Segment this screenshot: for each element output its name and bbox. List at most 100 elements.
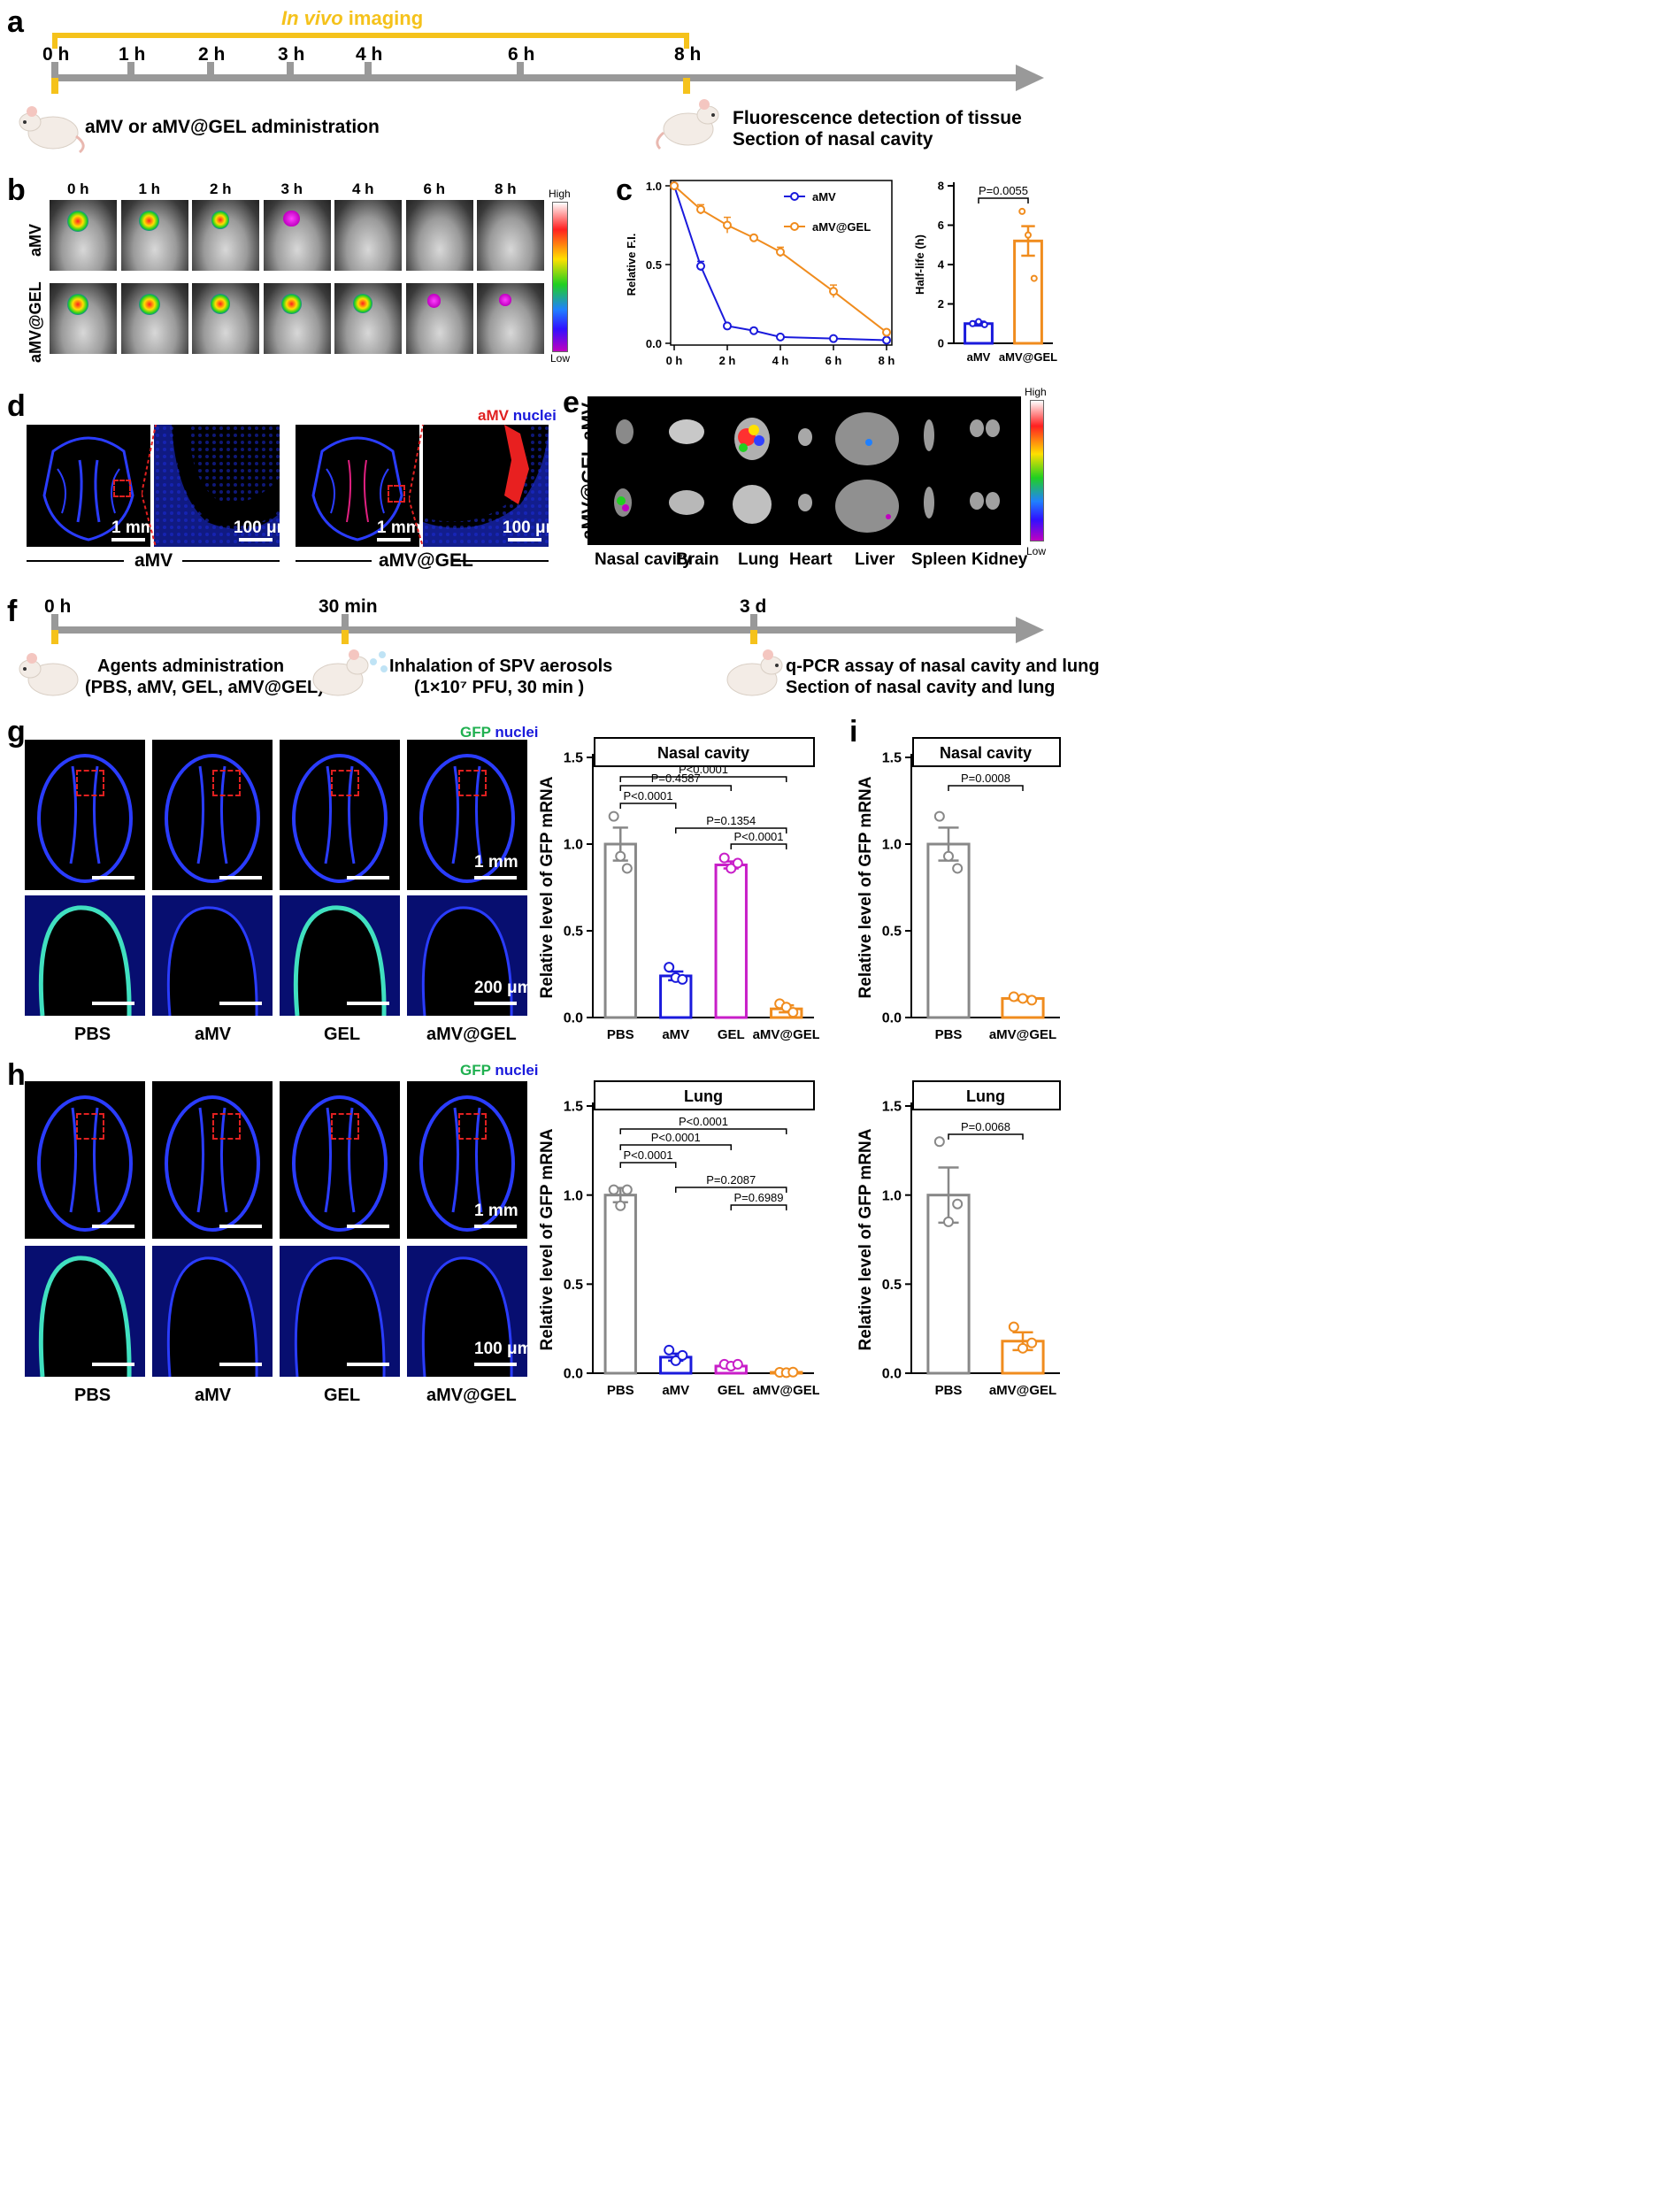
chart-title-box — [594, 1080, 815, 1110]
panel-h-letter: h — [7, 1058, 26, 1092]
replicate-point — [780, 1002, 792, 1013]
data-point — [749, 326, 758, 335]
h-group-gel: GEL — [324, 1386, 361, 1405]
d-amv-zoom: 100 μm — [154, 425, 280, 547]
f-caption-section: Section of nasal cavity and lung — [786, 678, 1056, 697]
timepoint-3h: 3 h — [278, 44, 305, 65]
replicate-point — [1017, 993, 1028, 1004]
x-tick-label: GEL — [718, 1027, 745, 1042]
replicate-point — [943, 1216, 954, 1227]
panel-a-letter: a — [7, 5, 24, 39]
g-group-pbs: PBS — [74, 1025, 111, 1044]
bar-GEL — [714, 864, 748, 1019]
replicate-point — [969, 319, 977, 327]
replicate-point — [615, 850, 626, 862]
y-tick-label: 0.5 — [564, 1278, 583, 1293]
x-tick-label: GEL — [718, 1383, 745, 1398]
y-tick-label: 2 — [938, 297, 944, 311]
comparison-bracket — [675, 1187, 787, 1193]
replicate-point — [787, 1007, 799, 1018]
timeline-f — [51, 614, 1044, 644]
h-lung-bar-chart: 0.0 0.5 1.0 1.5 Relative level of GFP mRNA Lu… — [538, 1080, 819, 1398]
e-colorbar-high: High — [1025, 386, 1047, 398]
x-tick-label: aMV — [662, 1027, 689, 1042]
b-timepoint-label: 6 h — [423, 180, 446, 197]
data-point — [723, 220, 732, 230]
b-ivis-image — [50, 200, 117, 271]
bar-PBS — [926, 842, 971, 1019]
series-line-aMV@GEL — [673, 185, 887, 334]
x-tick-label: 8 h — [879, 354, 895, 367]
f-timepoint-30min: 30 min — [319, 596, 378, 617]
g-group-amv: aMV — [195, 1025, 232, 1044]
f-caption-agents-list: (PBS, aMV, GEL, aMV@GEL) — [85, 678, 324, 697]
b-ivis-image — [477, 283, 544, 354]
y-tick-label: 0.5 — [646, 258, 662, 272]
comparison-bracket — [675, 827, 787, 833]
y-tick-label: 0.0 — [882, 1367, 902, 1382]
replicate-point — [933, 1136, 945, 1148]
panel-c-letter: c — [616, 173, 633, 207]
f-caption-agents: Agents administration — [97, 657, 285, 676]
p-value-label: P=0.0055 — [979, 184, 1028, 197]
fluorescence-spot — [67, 294, 88, 315]
d-group-amvgel: aMV@GEL — [379, 550, 473, 571]
i-nasal-bar-chart: 0.0 0.5 1.0 1.5 Relative level of GFP mRNA Na… — [856, 737, 1061, 1042]
legend-marker — [790, 222, 799, 231]
h-group-amv: aMV — [195, 1386, 232, 1405]
comparison-bracket — [619, 785, 732, 791]
timepoint-0h: 0 h — [42, 44, 70, 65]
c-line-frame — [670, 180, 893, 346]
b-ivis-image — [263, 200, 331, 271]
y-tick-label: 0 — [938, 337, 944, 350]
g-overview-image — [280, 740, 400, 890]
b-ivis-image — [405, 200, 473, 271]
fluorescence-spot — [211, 211, 230, 229]
replicate-point — [1017, 1342, 1028, 1354]
g-nasal-bar-chart: 0.0 0.5 1.0 1.5 Relative level of GFP mRNA Na… — [538, 737, 819, 1042]
organ-brain: Brain — [676, 550, 719, 569]
b-ivis-image — [192, 283, 259, 354]
b-timepoint-label: 4 h — [352, 180, 374, 197]
panel-b-letter: b — [7, 173, 26, 207]
comparison-bracket — [619, 803, 677, 809]
y-tick-label: 0.0 — [564, 1367, 583, 1382]
fluorescence-spot — [138, 294, 160, 315]
organ-liver: Liver — [855, 550, 895, 569]
b-ivis-image — [192, 200, 259, 271]
organ-lung: Lung — [738, 550, 779, 569]
e-colorbar — [1030, 400, 1044, 541]
x-tick-label: 6 h — [825, 354, 842, 367]
y-tick-label: 1.0 — [564, 1188, 583, 1203]
replicate-point — [677, 1349, 688, 1361]
p-value-label: P=0.4587 — [651, 772, 701, 785]
comparison-bracket — [730, 1204, 787, 1210]
d-amvgel-zoom: 100 μm — [423, 425, 549, 547]
h-overview-image — [152, 1081, 273, 1239]
panel-d-letter: d — [7, 389, 26, 423]
f-timepoint-3d: 3 d — [740, 596, 767, 617]
i-lung-bar-chart: 0.0 0.5 1.0 1.5 Relative level of GFP mRNA Lu… — [856, 1080, 1061, 1398]
b-timepoint-label: 8 h — [495, 180, 517, 197]
comparison-bracket — [948, 1133, 1024, 1140]
replicate-point — [615, 1200, 626, 1211]
h-overview-image — [25, 1081, 145, 1239]
mouse-icon — [656, 99, 719, 150]
replicate-point — [975, 318, 982, 326]
administration-caption: aMV or aMV@GEL administration — [85, 117, 380, 137]
b-row-label: aMV — [27, 223, 44, 257]
h-zoom-image — [280, 1246, 400, 1377]
d-group-amv: aMV — [134, 550, 173, 571]
comparison-bracket — [619, 776, 787, 782]
b-ivis-image — [120, 200, 188, 271]
y-tick-label: 1.0 — [564, 838, 583, 853]
replicate-point — [732, 1358, 743, 1370]
replicate-point — [726, 863, 737, 874]
mouse-icon — [726, 649, 783, 696]
x-tick-label: aMV — [662, 1383, 689, 1398]
colorbar-high: High — [549, 188, 571, 200]
chart-title-box — [594, 737, 815, 767]
relative-fi-line-chart: 0.0 0.5 1.0 0 h 2 h 4 h 6 h 8 h Relative F.I. aMV… — [625, 180, 895, 367]
in-vivo-imaging-label: In vivo imaging — [281, 7, 424, 29]
replicate-point — [952, 1198, 964, 1210]
